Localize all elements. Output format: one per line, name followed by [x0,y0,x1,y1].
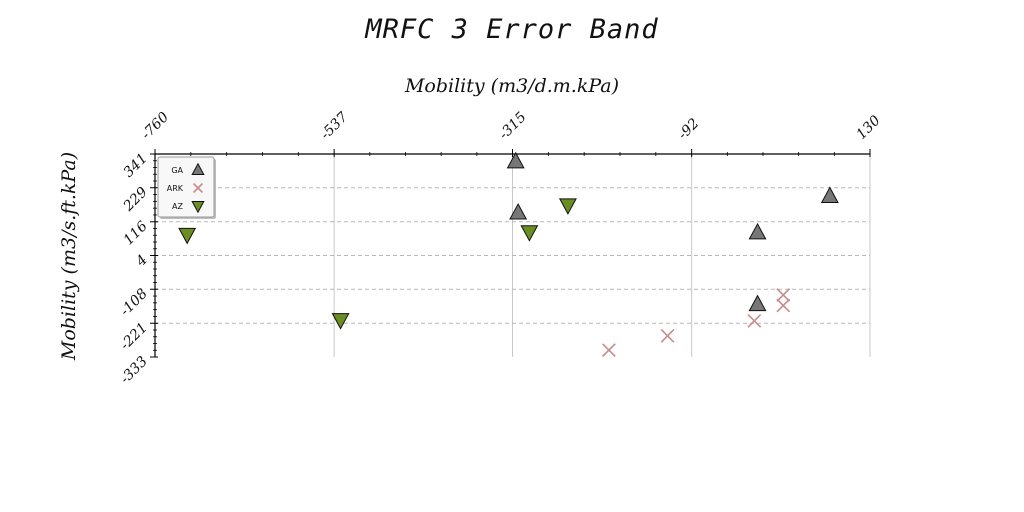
chart-title: MRFC 3 Error Band [365,14,659,45]
ga-point [748,294,767,312]
x-stroke [776,298,791,313]
az-point [520,225,539,242]
x-tick-label: -92 [675,116,702,143]
x-stroke [747,313,762,328]
legend-label: AZ [172,202,183,211]
y-tick-label: 229 [120,184,151,215]
grid-lines [155,154,871,357]
x-stroke [192,182,204,194]
legend: GA ARK AZ [157,156,216,219]
x-stroke [602,343,616,357]
x-tick-label: -315 [496,109,530,143]
ga-point [506,151,525,169]
legend-label: GA [171,166,183,175]
ark-point [602,343,616,357]
legend-marker [192,182,204,194]
ga-point [509,203,528,220]
az-point [558,198,577,215]
x-tick-label: 130 [854,113,884,143]
y-tick-label: 4 [132,252,150,270]
y-axis-title: Mobility (m3/s.ft.kPa) [58,152,80,361]
ga-point [748,222,767,240]
ark-point [660,329,675,343]
x-axis-title: Mobility (m3/d.m.kPa) [404,75,619,97]
legend-label: ARK [167,184,184,193]
y-tick-label: 116 [121,218,151,248]
x-tick-label: -760 [139,109,173,143]
ark-point [776,298,791,313]
legend-marker [191,162,205,175]
data-points [178,151,839,357]
legend-marker [191,201,205,214]
az-point [331,313,350,330]
ark-point [776,288,791,302]
x-stroke [776,288,791,302]
x-stroke [660,329,675,343]
axes [150,149,871,358]
az-point [178,227,197,245]
ga-point [820,186,839,203]
ark-point [747,313,762,328]
y-tick-label: 341 [121,151,151,181]
y-tick-label: -333 [117,353,151,387]
y-tick-label: -221 [117,320,151,354]
x-tick-label: -537 [318,109,352,143]
y-tick-label: -108 [117,286,151,320]
